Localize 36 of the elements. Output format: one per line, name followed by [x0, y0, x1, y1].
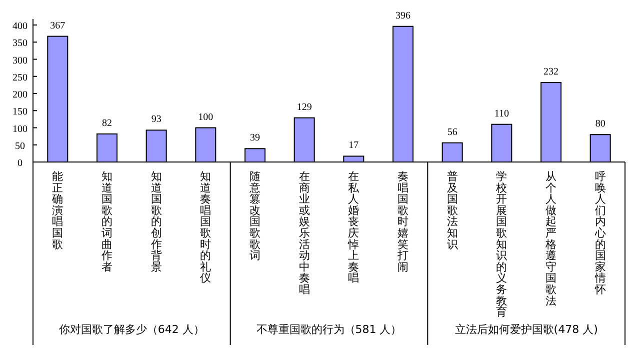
y-tick-label: 100 — [12, 124, 28, 135]
data-label: 100 — [198, 112, 214, 123]
y-tick-label: 300 — [12, 55, 28, 66]
category-label: 呼唤人们内心的国家情怀 — [594, 170, 606, 296]
category-label: 在私人婚丧庆悼上奏唱 — [348, 170, 360, 285]
data-label: 110 — [494, 108, 509, 120]
category-label: 知道奏唱国歌时的礼仪 — [200, 170, 212, 285]
data-label: 367 — [50, 20, 66, 32]
category-label: 奏唱国歌时嬉笑打闹 — [398, 170, 408, 274]
category-label: 学校开展国歌知识的义务教育 — [496, 170, 508, 319]
x-tick-label: 随意篡改国歌歌词 — [248, 170, 260, 262]
text: 不尊重国歌的行为（581 人） — [256, 323, 402, 336]
data-label: 232 — [544, 66, 558, 78]
data-label: 56 — [447, 126, 458, 138]
y-tick-label: 400 — [12, 21, 28, 32]
category-label: 从个人做起严格遵守国歌法 — [546, 170, 556, 308]
y-tick-label: 150 — [12, 106, 28, 118]
category-label: 在商业或娱乐活动中奏唱 — [298, 170, 310, 296]
text: 你对国歌了解多少（642 人） — [58, 323, 204, 336]
x-tick-label: 普及国歌法知识 — [446, 170, 458, 251]
y-tick-label: 350 — [12, 38, 28, 50]
y-tick-label: 0 — [18, 158, 22, 169]
data-label: 80 — [595, 118, 606, 130]
y-tick-label: 50 — [15, 140, 25, 152]
x-tick-label: 能正确演唱国歌 — [51, 170, 64, 251]
category-label: 知道国歌的词曲作者 — [102, 170, 112, 274]
data-label: 396 — [396, 10, 410, 22]
data-label: 39 — [250, 132, 260, 144]
text: 立法后如何爱护国歌(478 人) — [454, 323, 598, 336]
data-label: 82 — [102, 118, 112, 129]
data-label: 17 — [348, 140, 359, 152]
y-tick-label: 200 — [12, 90, 28, 100]
data-label: 93 — [151, 114, 162, 126]
category-label: 知道国歌的创作背景 — [150, 170, 162, 274]
y-tick-label: 250 — [12, 72, 28, 84]
data-label: 129 — [296, 102, 312, 113]
